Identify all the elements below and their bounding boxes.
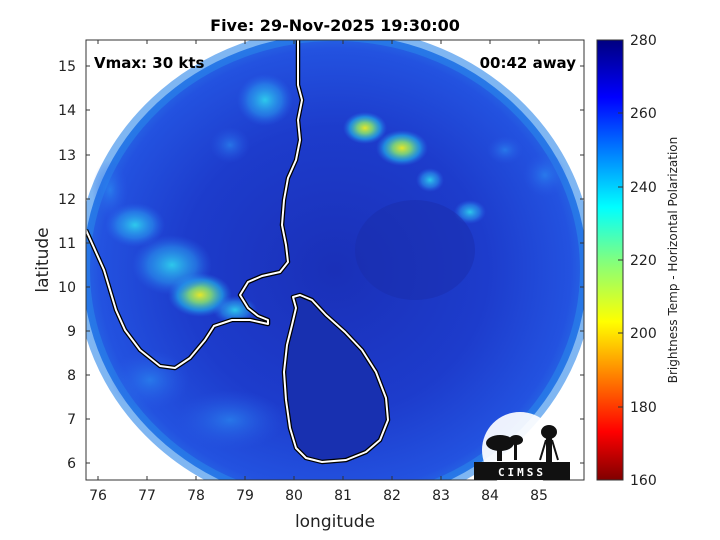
y-tick-label: 7 (67, 412, 76, 428)
satellite-image (86, 40, 584, 480)
x-tick-label: 78 (187, 488, 205, 504)
colorbar-tick-label: 180 (630, 400, 657, 416)
x-tick-label: 76 (89, 488, 107, 504)
y-tick-label: 15 (58, 59, 76, 75)
colorbar-tick-label: 260 (630, 106, 657, 122)
y-tick-label: 9 (67, 324, 76, 340)
y-axis-label: latitude (33, 227, 53, 292)
x-tick-label: 79 (236, 488, 254, 504)
x-tick-label: 82 (383, 488, 401, 504)
colorbar-tick-label: 220 (630, 253, 657, 269)
swath-disk (86, 40, 584, 480)
x-axis-label: longitude (295, 512, 375, 532)
x-tick-label: 80 (285, 488, 303, 504)
y-tick-label: 8 (67, 368, 76, 384)
colorbar-tick-label: 280 (630, 33, 657, 49)
y-tick-label: 14 (58, 103, 76, 119)
x-tick-label: 77 (138, 488, 156, 504)
colorbar: 280 260 240 220 200 180 160 (596, 33, 657, 489)
y-tick-label: 6 (67, 456, 76, 472)
x-axis: 76 77 78 79 80 81 82 83 84 85 (89, 40, 548, 504)
x-tick-label: 81 (334, 488, 352, 504)
cimss-logo: CIMSS (474, 412, 570, 488)
chart-title: Five: 29-Nov-2025 19:30:00 (210, 16, 460, 35)
y-axis: 15 14 13 12 11 10 9 8 7 6 (58, 59, 584, 472)
time-away-annotation: 00:42 away (480, 54, 577, 72)
x-tick-label: 84 (481, 488, 499, 504)
y-tick-label: 12 (58, 192, 76, 208)
y-tick-label: 10 (58, 280, 76, 296)
colorbar-tick-label: 160 (630, 473, 657, 489)
x-tick-label: 83 (432, 488, 450, 504)
colorbar-tick-label: 200 (630, 326, 657, 342)
y-tick-label: 11 (58, 236, 76, 252)
x-tick-label: 85 (530, 488, 548, 504)
y-tick-label: 13 (58, 148, 76, 164)
colorbar-label: Brightness Temp - Horizontal Polarizatio… (666, 137, 680, 384)
plot-frame (85, 39, 585, 481)
logo-text: CIMSS (498, 466, 546, 479)
vmax-annotation: Vmax: 30 kts (94, 54, 204, 72)
colorbar-tick-label: 240 (630, 180, 657, 196)
